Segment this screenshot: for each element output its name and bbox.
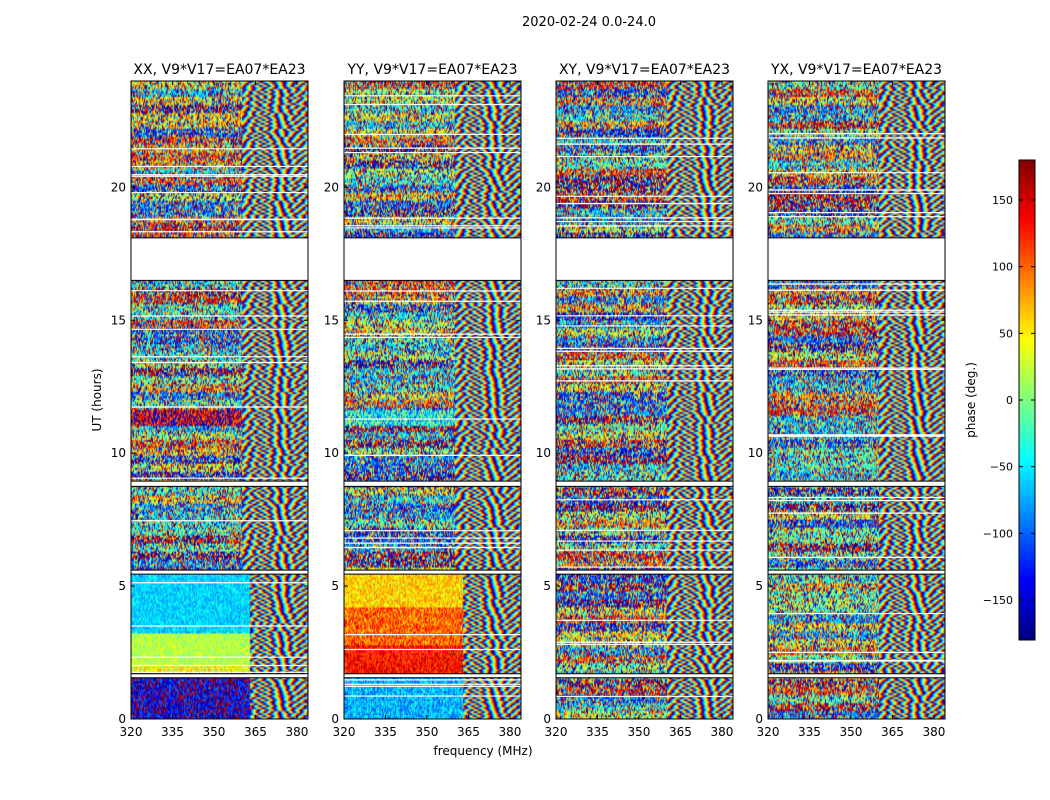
x-tick-label: 335 — [161, 725, 184, 739]
flagged-gap — [131, 237, 308, 281]
colorbar-tick-label: 150 — [992, 194, 1013, 207]
panel-title: XY, V9*V17=EA07*EA23 — [559, 62, 730, 78]
y-tick-label: 0 — [755, 712, 763, 726]
x-tick-label: 335 — [586, 725, 609, 739]
suptitle: 2020-02-24 0.0-24.0 — [522, 15, 656, 30]
x-tick-label: 380 — [922, 725, 945, 739]
panel-title: XX, V9*V17=EA07*EA23 — [133, 62, 305, 78]
y-tick-label: 20 — [748, 180, 763, 194]
phase-heatmap — [556, 81, 733, 719]
panel-title: YY, V9*V17=EA07*EA23 — [346, 62, 517, 78]
y-tick-label: 10 — [536, 446, 551, 460]
flagged-gap — [131, 673, 308, 678]
flagged-gap — [556, 673, 733, 678]
x-tick-label: 320 — [120, 725, 143, 739]
y-tick-label: 15 — [748, 313, 763, 327]
x-tick-label: 335 — [374, 725, 397, 739]
y-tick-label: 0 — [331, 712, 339, 726]
y-axis-label: UT (hours) — [90, 368, 104, 431]
panel-frame — [130, 80, 309, 720]
flagged-gap — [768, 570, 945, 575]
colorbar-ticks: 150 100 50 0 −50 −100 −150 — [983, 194, 1035, 607]
phase-heatmap — [768, 81, 945, 719]
panel-4: YX, V9*V17=EA07*EA23 320 335 350 365 380 0 5 10 1… — [748, 62, 946, 739]
flagged-gap — [556, 237, 733, 281]
x-tick-label: 365 — [457, 725, 480, 739]
panel-frame — [767, 80, 946, 720]
y-tick-label: 15 — [111, 313, 126, 327]
y-tick-label: 5 — [755, 579, 763, 593]
panel-frame — [343, 80, 522, 720]
flagged-gap — [344, 570, 521, 575]
x-tick-label: 335 — [798, 725, 821, 739]
y-tick-label: 15 — [536, 313, 551, 327]
x-tick-label: 365 — [881, 725, 904, 739]
flagged-gap — [131, 570, 308, 575]
flagged-gap — [131, 481, 308, 487]
panels-group: XX, V9*V17=EA07*EA23 320 335 350 365 380 0 5 10 1… — [111, 62, 946, 739]
phase-heatmap — [344, 81, 521, 719]
panel-frame — [555, 80, 734, 720]
colorbar-tick-label: −50 — [990, 461, 1013, 474]
colorbar-tick-label: −100 — [983, 527, 1013, 540]
y-tick-label: 10 — [748, 446, 763, 460]
panel-2: YY, V9*V17=EA07*EA23 320 335 350 365 380 0 5 10 1… — [324, 62, 522, 739]
flagged-gap — [768, 673, 945, 678]
x-tick-label: 350 — [203, 725, 226, 739]
x-tick-label: 320 — [545, 725, 568, 739]
y-tick-label: 5 — [331, 579, 339, 593]
y-tick-label: 10 — [324, 446, 339, 460]
x-tick-label: 320 — [333, 725, 356, 739]
y-tick-label: 15 — [324, 313, 339, 327]
y-tick-label: 0 — [118, 712, 126, 726]
y-tick-label: 10 — [111, 446, 126, 460]
flagged-gap — [344, 673, 521, 678]
flagged-gap — [768, 237, 945, 281]
x-tick-label: 320 — [757, 725, 780, 739]
x-tick-label: 365 — [669, 725, 692, 739]
phase-heatmap — [131, 81, 308, 719]
flagged-gap — [556, 481, 733, 487]
x-tick-label: 350 — [840, 725, 863, 739]
flagged-gap — [344, 481, 521, 487]
flagged-gap — [556, 570, 733, 575]
x-tick-label: 380 — [710, 725, 733, 739]
x-tick-label: 365 — [244, 725, 267, 739]
x-tick-label: 380 — [285, 725, 308, 739]
x-tick-label: 350 — [416, 725, 439, 739]
colorbar-tick-label: −150 — [983, 594, 1013, 607]
flagged-gap — [344, 237, 521, 281]
colorbar-tick-label: 100 — [992, 261, 1013, 274]
x-axis-label: frequency (MHz) — [433, 744, 532, 758]
colorbar-tick-label: 0 — [1006, 394, 1013, 407]
colorbar-tick-label: 50 — [999, 327, 1013, 340]
y-tick-label: 5 — [543, 579, 551, 593]
colorbar: 150 100 50 0 −50 −100 −150 phase (deg.) — [964, 159, 1036, 641]
y-tick-label: 20 — [324, 180, 339, 194]
panel-3: XY, V9*V17=EA07*EA23 320 335 350 365 380 0 5 10 1… — [536, 62, 734, 739]
colorbar-gradient — [1019, 160, 1035, 640]
y-tick-label: 0 — [543, 712, 551, 726]
flagged-gap — [768, 481, 945, 487]
y-tick-label: 5 — [118, 579, 126, 593]
panel-title: YX, V9*V17=EA07*EA23 — [770, 62, 942, 78]
x-tick-label: 350 — [628, 725, 651, 739]
panel-1: XX, V9*V17=EA07*EA23 320 335 350 365 380 0 5 10 1… — [111, 62, 309, 739]
y-tick-label: 20 — [536, 180, 551, 194]
x-tick-label: 380 — [498, 725, 521, 739]
y-tick-label: 20 — [111, 180, 126, 194]
colorbar-label: phase (deg.) — [964, 362, 978, 438]
